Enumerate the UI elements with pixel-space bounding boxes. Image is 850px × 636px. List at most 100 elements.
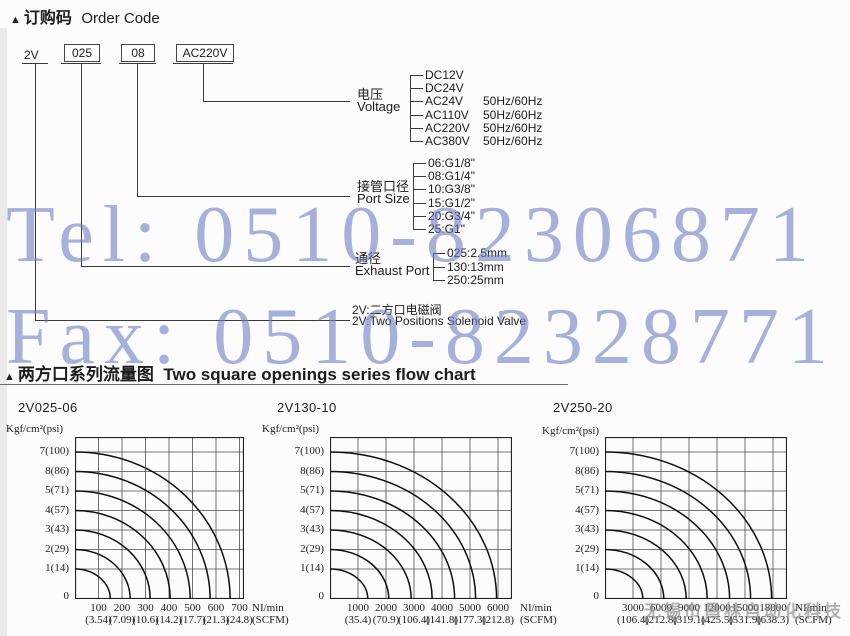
x-tick-label: 9000 — [678, 602, 700, 614]
connector-line — [35, 320, 350, 321]
y-tick-label: 5(71) — [300, 484, 324, 496]
flow-unit-label: NI/min — [520, 602, 552, 614]
section-marker-icon: ▲ — [4, 371, 15, 383]
group-label-en: Voltage — [357, 99, 401, 114]
bracket-tick — [413, 189, 426, 190]
section-marker-icon: ▲ — [10, 14, 21, 26]
option-label: AC24V — [425, 94, 464, 108]
valve-note-zh: 2V:二方口电磁阀 — [352, 303, 442, 317]
flow-curve — [74, 470, 211, 600]
chart-grid-svg — [329, 436, 513, 600]
x-tick-psi-label: (21.3) — [202, 614, 230, 626]
option-label: 025:2.5mm — [447, 246, 508, 260]
chart-plot — [329, 436, 513, 600]
x-tick-label: 700 — [231, 602, 248, 614]
x-tick-psi-label: (106.4) — [616, 614, 650, 626]
group-option: 25:G1" — [428, 222, 465, 236]
option-label: 25:G1" — [428, 222, 465, 236]
group-option: AC110V 50Hz/60Hz — [425, 108, 542, 122]
bracket-tick — [413, 229, 426, 230]
order-code-section-header: ▲ 订购码 Order Code — [10, 4, 160, 28]
flow-curve — [74, 451, 231, 600]
flow-unit-scfm-label: (SCFM) — [520, 614, 557, 626]
section-underline — [0, 384, 568, 385]
option-label: 20:G3/4" — [428, 209, 475, 223]
x-tick-label: 200 — [113, 602, 131, 614]
origin-label: 0 — [318, 590, 325, 602]
bracket-tick — [410, 101, 423, 102]
group-option: 06:G1/8" — [428, 156, 475, 170]
x-tick-label: 5000 — [459, 602, 481, 614]
flow-curve — [604, 568, 644, 600]
flow-unit-scfm-label: (SCFM) — [795, 614, 832, 626]
y-tick-label: 3(43) — [575, 523, 599, 535]
option-label: 15:G1/2" — [428, 196, 475, 210]
option-label: 10:G3/8" — [428, 182, 475, 196]
group-option: AC24V 50Hz/60Hz — [425, 94, 542, 108]
flow-curve — [604, 490, 731, 600]
option-label: AC380V — [425, 134, 470, 148]
flow-unit-label: NI/min — [252, 602, 284, 614]
group-label-zh: 通径 — [355, 251, 382, 266]
x-tick-label: 12000 — [703, 602, 731, 614]
y-tick-label: 1(14) — [575, 562, 599, 574]
flow-curve — [329, 470, 477, 600]
group-option: DC12V — [425, 68, 464, 82]
y-tick-label: 8(86) — [575, 464, 599, 477]
bracket-tick — [410, 115, 423, 116]
bracket-tick — [413, 203, 426, 204]
x-tick-psi-label: (17.7) — [179, 614, 206, 626]
bracket-tick — [413, 163, 426, 164]
x-tick-psi-label: (10.6) — [132, 614, 159, 626]
order-code-box: 025 — [64, 44, 100, 62]
x-tick-label: 1000 — [347, 602, 369, 614]
x-tick-psi-label: (425.5) — [700, 614, 734, 626]
chart-y-axis-unit: Kgf/cm²(psi) — [262, 423, 320, 435]
y-tick-label: 7(100) — [294, 445, 324, 457]
y-tick-label: 4(57) — [45, 503, 69, 516]
option-frequency: 50Hz/60Hz — [483, 108, 543, 122]
y-tick-label: 1(14) — [300, 562, 324, 574]
flow-unit-scfm-label: (SCFM) — [252, 614, 289, 626]
flow-curve — [604, 548, 665, 600]
x-tick-psi-label: (70.9) — [372, 614, 400, 626]
x-tick-psi-label: (14.2) — [155, 614, 183, 626]
option-label: AC110V — [425, 108, 469, 122]
x-tick-psi-label: (177.3) — [453, 614, 487, 626]
chart-grid-svg — [74, 436, 245, 600]
x-tick-label: 400 — [160, 602, 178, 614]
option-label: 130:13mm — [447, 260, 504, 274]
bracket-tick — [413, 216, 426, 217]
x-tick-psi-label: (141.8) — [425, 614, 459, 626]
order-code-box: AC220V — [176, 44, 234, 62]
x-tick-psi-label: (638.3) — [756, 614, 790, 626]
group-label-en: Exhaust Port — [355, 263, 430, 278]
bracket-line — [410, 75, 411, 142]
x-tick-psi-label: (212.8) — [644, 614, 678, 626]
y-tick-label: 4(57) — [575, 503, 599, 516]
chart-title: 2V130-10 — [277, 400, 337, 415]
flow-unit-label: NI/min — [795, 602, 827, 614]
group-option: AC220V 50Hz/60Hz — [425, 121, 542, 135]
y-tick-label: 2(29) — [575, 542, 599, 555]
x-tick-label: 600 — [207, 602, 225, 614]
y-tick-label: 8(86) — [45, 464, 69, 477]
flow-chart-section-header: ▲ 两方口系列流量图 Two square openings series flo… — [4, 360, 476, 385]
connector-stem — [137, 63, 138, 197]
connector-stem — [81, 63, 82, 267]
chart-y-axis-unit: Kgf/cm²(psi) — [6, 423, 64, 435]
x-tick-label: 6000 — [650, 602, 672, 614]
flow-curve — [74, 490, 191, 600]
y-tick-label: 2(29) — [300, 542, 324, 555]
x-tick-psi-label: (531.9) — [728, 614, 762, 626]
origin-label: 0 — [593, 590, 600, 602]
x-tick-label: 3000 — [403, 602, 425, 614]
option-label: DC12V — [425, 68, 464, 82]
valve-note-en: 2V:Two Positions Solenoid Valve — [352, 314, 527, 328]
group-option: 250:25mm — [447, 273, 504, 287]
connector-stem — [203, 63, 204, 102]
bracket-tick — [410, 141, 423, 142]
bracket-tick — [410, 88, 423, 89]
bracket-tick — [410, 128, 423, 129]
